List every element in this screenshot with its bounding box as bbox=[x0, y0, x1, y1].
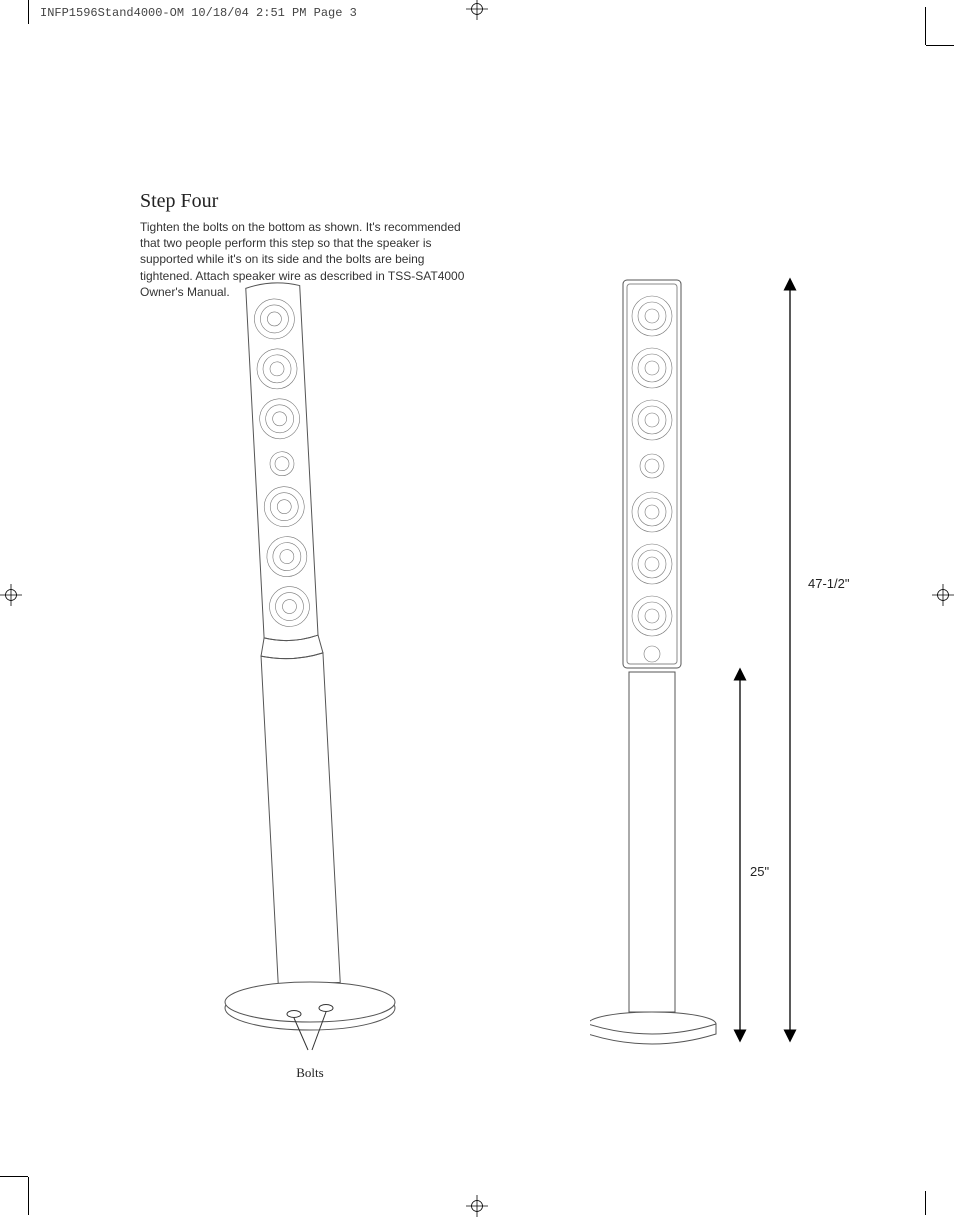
dim-stand-label: 25" bbox=[750, 864, 769, 879]
registration-mark-icon bbox=[466, 1195, 488, 1217]
crop-mark bbox=[0, 1176, 28, 1177]
crop-mark bbox=[926, 45, 954, 46]
figure-dimensions: 47-1/2" 25" bbox=[590, 276, 910, 1061]
registration-mark-icon bbox=[932, 584, 954, 606]
crop-mark bbox=[28, 1177, 29, 1215]
crop-mark bbox=[28, 0, 29, 24]
crop-mark bbox=[925, 7, 926, 45]
registration-mark-icon bbox=[466, 0, 488, 20]
step-title: Step Four bbox=[140, 190, 844, 213]
figures: Bolts bbox=[130, 278, 854, 1098]
dim-full-label: 47-1/2" bbox=[808, 576, 849, 591]
page-slug: INFP1596Stand4000-OM 10/18/04 2:51 PM Pa… bbox=[40, 6, 357, 20]
figure-assembly: Bolts bbox=[180, 278, 440, 1081]
dimensions-svg bbox=[590, 276, 910, 1056]
crop-mark bbox=[925, 1191, 926, 1215]
registration-mark-icon bbox=[0, 584, 22, 606]
assembly-svg bbox=[180, 278, 440, 1088]
